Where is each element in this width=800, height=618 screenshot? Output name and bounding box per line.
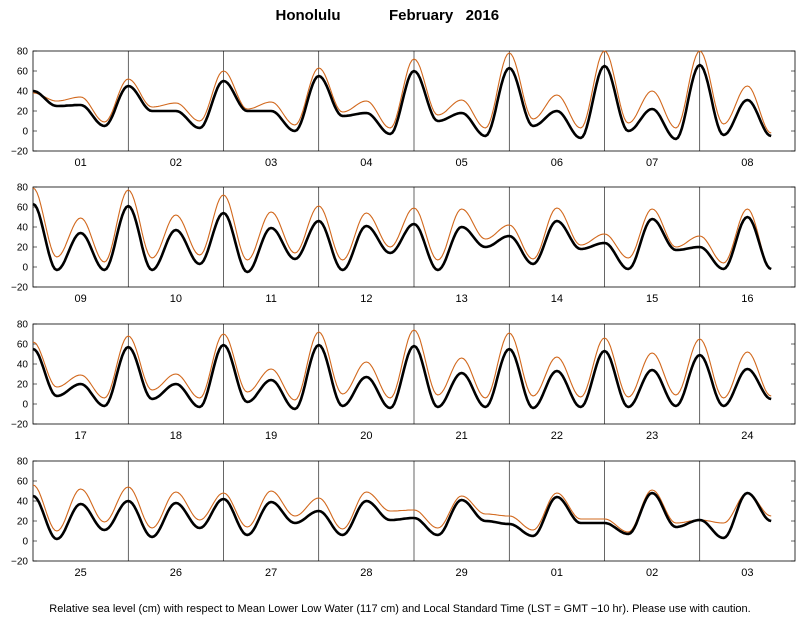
panel-4: 80 60 40 20 0 −20 25 26 27 28 29 01 02 03 [11, 457, 796, 579]
chart-panels: 80 60 40 20 0 −20 01 02 03 04 05 06 07 08 80 60 40 20 0 −20… [11, 47, 796, 579]
day-label: 14 [551, 293, 563, 305]
day-label: 24 [741, 430, 753, 442]
chart-title-location: Honolulu [276, 7, 341, 24]
day-label: 07 [646, 157, 658, 169]
y-tick-label: 60 [17, 477, 29, 488]
day-label: 10 [170, 293, 182, 305]
day-label: 01 [75, 157, 87, 169]
y-tick-label: 60 [17, 67, 29, 78]
observed-tide-line [32, 187, 772, 270]
chart-title-month: February 2016 [389, 7, 499, 24]
predicted-tide-line [32, 63, 772, 141]
y-tick-label: 0 [22, 127, 28, 138]
day-label: 17 [75, 430, 87, 442]
y-tick-label: 20 [17, 243, 29, 254]
y-tick-label: 40 [17, 87, 29, 98]
day-label: 19 [265, 430, 277, 442]
day-label: 09 [75, 293, 87, 305]
y-tick-label: 80 [17, 457, 29, 468]
day-label: 02 [646, 567, 658, 579]
y-tick-label: 80 [17, 320, 29, 331]
panel-1: 80 60 40 20 0 −20 01 02 03 04 05 06 07 08 [11, 47, 796, 169]
day-label: 11 [265, 293, 276, 305]
day-label: 18 [170, 430, 182, 442]
day-label: 15 [646, 293, 658, 305]
day-label: 03 [265, 157, 277, 169]
y-tick-label: −20 [11, 420, 28, 431]
predicted-tide-line [32, 202, 772, 274]
observed-tide-line [32, 484, 772, 533]
day-label: 26 [170, 567, 182, 579]
y-tick-label: 0 [22, 263, 28, 274]
chart-footnote: Relative sea level (cm) with respect to … [49, 603, 750, 615]
y-tick-label: 60 [17, 203, 29, 214]
day-label: 04 [360, 157, 372, 169]
day-label: 03 [741, 567, 753, 579]
y-tick-label: 20 [17, 380, 29, 391]
y-tick-label: 0 [22, 400, 28, 411]
day-label: 02 [170, 157, 182, 169]
day-label: 20 [360, 430, 372, 442]
panel-3: 80 60 40 20 0 −20 17 18 19 20 21 22 23 24 [11, 320, 796, 442]
y-tick-label: 40 [17, 360, 29, 371]
y-tick-label: 80 [17, 183, 29, 194]
observed-tide-line [32, 50, 772, 134]
day-label: 22 [551, 430, 563, 442]
day-label: 05 [456, 157, 468, 169]
day-label: 28 [360, 567, 372, 579]
y-tick-label: −20 [11, 283, 28, 294]
y-tick-label: 20 [17, 107, 29, 118]
y-tick-label: 0 [22, 537, 28, 548]
day-label: 29 [456, 567, 468, 579]
observed-tide-line [32, 329, 772, 401]
day-label: 23 [646, 430, 658, 442]
day-label: 12 [360, 293, 372, 305]
day-label: 01 [551, 567, 563, 579]
y-tick-label: 60 [17, 340, 29, 351]
predicted-tide-line [32, 343, 772, 411]
day-label: 08 [741, 157, 753, 169]
day-label: 06 [551, 157, 563, 169]
y-tick-label: 40 [17, 223, 29, 234]
y-tick-label: −20 [11, 557, 28, 568]
predicted-tide-line [32, 491, 772, 541]
day-label: 25 [75, 567, 87, 579]
y-tick-label: 80 [17, 47, 29, 58]
y-tick-label: 20 [17, 517, 29, 528]
y-tick-label: −20 [11, 147, 28, 158]
day-label: 27 [265, 567, 277, 579]
day-label: 16 [741, 293, 753, 305]
day-label: 13 [456, 293, 468, 305]
panel-2: 80 60 40 20 0 −20 09 10 11 12 13 14 15 16 [11, 183, 796, 305]
day-label: 21 [456, 430, 468, 442]
y-tick-label: 40 [17, 497, 29, 508]
